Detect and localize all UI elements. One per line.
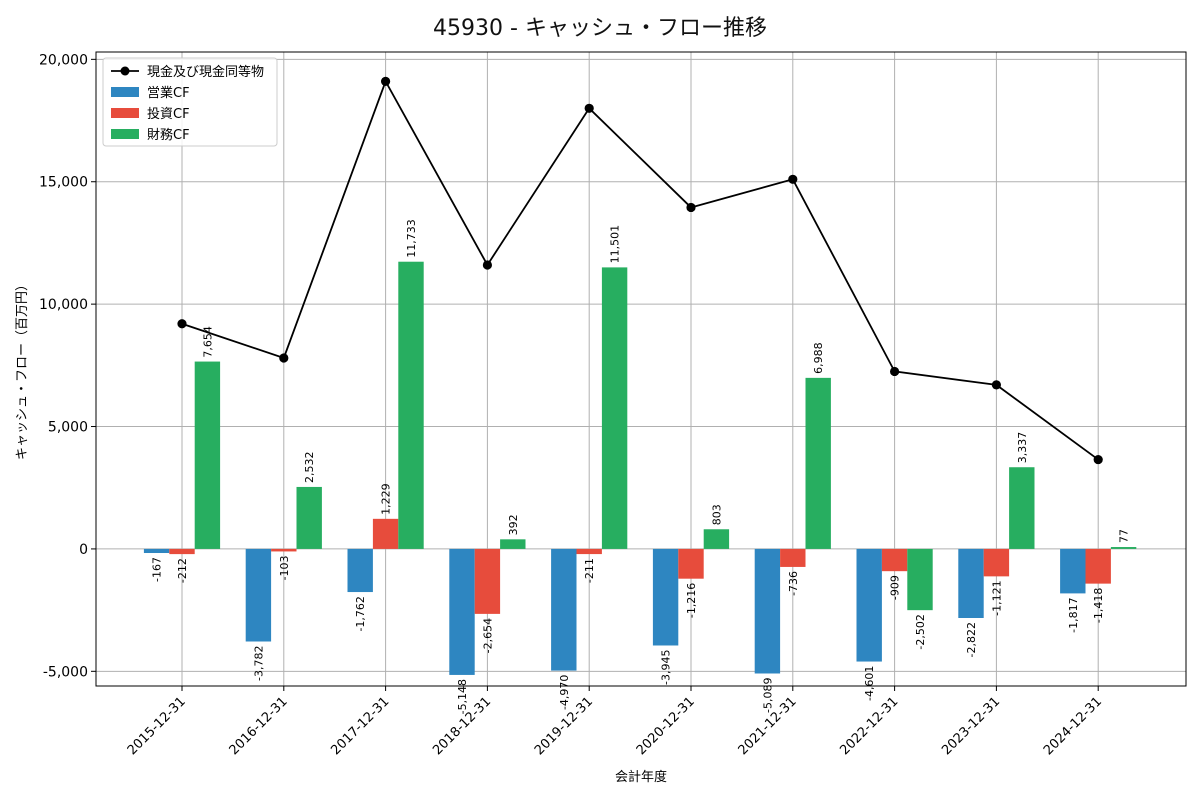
bar [551,548,577,671]
bar [1110,547,1137,549]
data-label: -909 [889,575,902,600]
line-point [788,174,798,184]
data-label: -2,654 [481,618,494,653]
data-label: -736 [787,571,800,596]
chart-title: 45930 - キャッシュ・フロー推移 [433,16,767,41]
bar [907,548,933,611]
x-tick-label: 2017-12-31 [328,694,392,758]
data-label: 803 [710,504,723,525]
legend-label: 営業CF [147,85,190,101]
legend-swatch [111,108,139,118]
line-point [381,76,391,86]
x-axis-label: 会計年度 [615,769,667,785]
data-label: -2,502 [914,614,927,649]
data-label: -4,970 [558,675,571,710]
bar [449,548,475,675]
data-label: -5,089 [761,677,774,712]
bar [169,548,195,555]
bar [245,548,272,642]
y-tick-label: 10,000 [39,297,88,313]
bar [296,486,322,549]
bar [958,548,984,618]
y-axis-label: キャッシュ・フロー（百万円） [15,278,30,460]
axes-frame [95,51,1187,687]
data-label: -4,601 [863,666,876,701]
data-label: -3,945 [660,649,673,684]
data-label: 1,229 [380,483,393,515]
data-label: -211 [583,558,596,583]
bar [1085,548,1111,584]
data-label: -2,822 [965,622,978,657]
x-tick-label: 2022-12-31 [837,694,901,758]
data-label: 77 [1118,529,1131,543]
bar [754,548,781,674]
data-label: -1,762 [354,596,367,631]
data-label: -167 [151,557,164,582]
bar [143,548,170,554]
line-point [279,353,289,363]
bar [856,548,882,662]
y-tick-label: -5,000 [43,664,88,680]
x-tick-label: 2016-12-31 [227,694,291,758]
line-point [482,260,492,270]
line-point [1093,454,1103,465]
bar [805,377,831,549]
data-label: 392 [507,514,520,535]
legend-swatch [111,87,139,97]
legend-swatch-marker [120,66,130,76]
bar [500,539,526,549]
y-tick-label: 15,000 [39,175,88,191]
x-tick-label: 2015-12-31 [125,694,189,758]
y-tick-label: 5,000 [48,420,88,436]
bar [372,518,399,549]
x-tick-label: 2020-12-31 [634,694,698,758]
x-tick-label: 2024-12-31 [1041,694,1105,758]
bar [983,548,1010,577]
data-label: 2,532 [303,451,316,483]
data-label: 11,501 [609,225,622,264]
line-series [181,79,1099,461]
data-label: -212 [176,558,189,583]
bar [271,548,297,552]
data-label: -103 [278,555,291,580]
line-point [890,366,900,377]
legend-label: 財務CF [147,128,190,143]
x-tick-label: 2023-12-31 [939,694,1003,758]
y-tick-label: 0 [79,542,88,558]
legend-swatch [111,129,139,139]
y-tick-label: 20,000 [39,52,88,68]
legend-label: 現金及び現金同等物 [147,64,264,80]
data-label: -5,148 [456,679,469,714]
legend-box [102,57,278,147]
data-label: -1,121 [990,580,1003,615]
data-label: 3,337 [1016,432,1029,464]
data-label: -3,782 [252,645,265,680]
bar [1009,467,1035,549]
bar [576,548,602,555]
bar [652,548,679,646]
data-label: 6,988 [812,342,825,374]
data-label: -1,817 [1067,597,1080,632]
bar [678,548,704,579]
bar [881,548,908,572]
legend-label: 投資CF [147,106,190,122]
bar [780,548,806,567]
bar [601,267,628,549]
line-point [584,103,594,113]
bar [474,548,501,614]
line-point [991,380,1002,390]
bar [398,261,424,549]
bar [703,529,730,549]
bar [1060,548,1086,594]
data-label: -1,216 [685,583,698,618]
bar [347,548,373,593]
data-label: -1,418 [1092,588,1105,623]
line-point [686,202,696,213]
line-point [177,319,187,329]
data-label: 11,733 [405,219,418,258]
bar [194,361,221,549]
